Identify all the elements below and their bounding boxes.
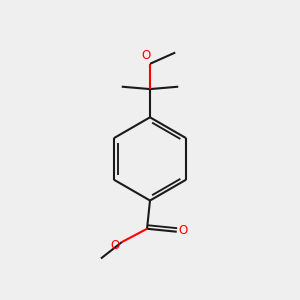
Text: O: O: [111, 238, 120, 252]
Text: O: O: [142, 49, 151, 62]
Text: O: O: [179, 224, 188, 237]
